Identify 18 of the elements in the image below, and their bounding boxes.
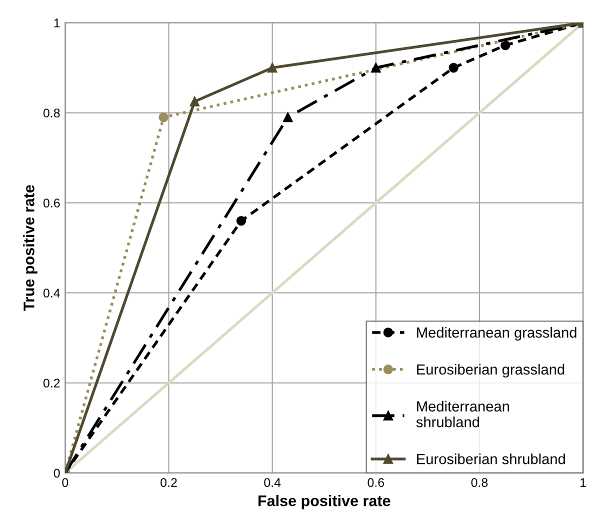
x-tick-label: 0.4 [264, 478, 281, 487]
y-tick-label: 0.2 [43, 378, 60, 388]
legend-label: Eurosiberian grassland [417, 364, 564, 378]
x-tick-label: 0 [62, 478, 68, 487]
legend-label: Eurosiberian shrubland [417, 454, 565, 464]
y-tick-label: 0 [54, 468, 60, 478]
y-tick-label: 0.8 [43, 108, 60, 118]
y-tick-label: 0.6 [43, 198, 60, 208]
y-tick-label: 0.4 [43, 288, 60, 298]
y-tick-label: 1 [54, 18, 60, 28]
x-tick-label: 0.2 [160, 478, 177, 487]
legend-label: Mediterranean shrubland [416, 400, 509, 428]
legend-label: Mediterranean grassland [417, 327, 576, 341]
x-axis-title: False positive rate [258, 494, 390, 510]
x-tick-label: 1 [580, 478, 586, 487]
x-tick-label: 0.8 [471, 478, 488, 487]
x-tick-label: 0.6 [368, 478, 384, 487]
y-axis-title: True positive rate [23, 185, 38, 311]
